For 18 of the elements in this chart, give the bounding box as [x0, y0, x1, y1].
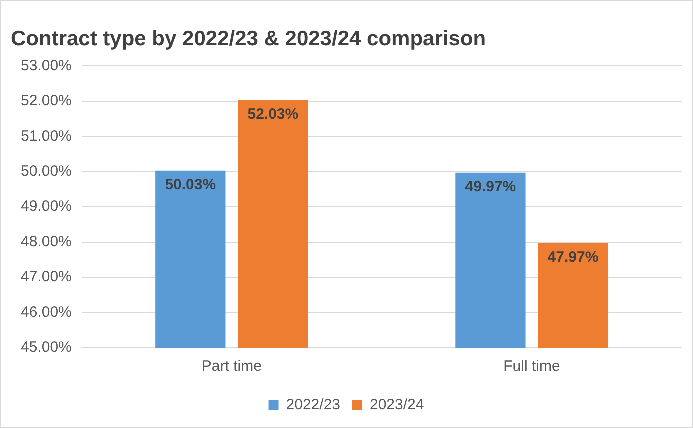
y-tick-label: 48.00%: [21, 233, 72, 250]
legend-label: 2023/24: [370, 396, 424, 414]
y-tick-label: 49.00%: [21, 198, 72, 216]
y-tick-label: 46.00%: [21, 304, 72, 321]
y-tick-label: 45.00%: [21, 339, 72, 356]
y-tick-label: 47.00%: [21, 268, 72, 286]
x-tick-label: Part time: [202, 358, 262, 376]
y-tick-label: 53.00%: [21, 57, 72, 74]
data-label: 47.97%: [548, 249, 599, 266]
x-tick-label: Full time: [504, 358, 560, 376]
chart-title: Contract type by 2022/23 & 2023/24 comparison: [11, 27, 486, 50]
data-label: 52.03%: [248, 106, 299, 124]
y-tick-label: 52.00%: [21, 92, 72, 110]
data-label: 49.97%: [465, 178, 516, 196]
y-tick-label: 50.00%: [21, 163, 72, 180]
data-label: 50.03%: [165, 176, 216, 194]
y-tick-label: 51.00%: [21, 128, 72, 145]
legend-label: 2022/23: [286, 396, 341, 414]
